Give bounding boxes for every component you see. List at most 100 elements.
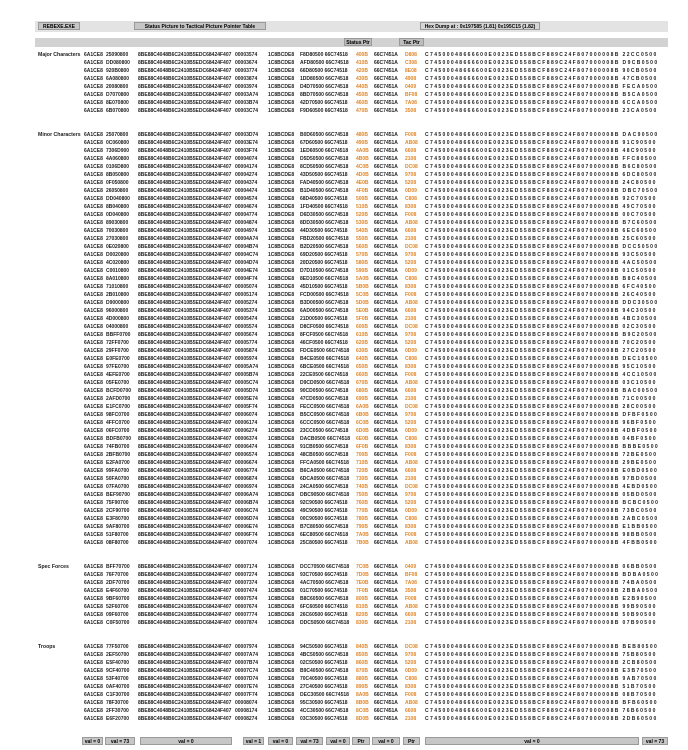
opcode: 1C8BCDE8	[268, 684, 295, 690]
base: 6A1CE8	[84, 164, 103, 170]
mov: 66C7451A	[374, 300, 398, 306]
address: 00003A74	[235, 92, 259, 98]
opcode: 1C8BCDE8	[268, 716, 295, 722]
hex-tail: C74500048666600E0023ED558BCF889C24F80700…	[425, 572, 660, 578]
address: 00006674	[235, 460, 258, 466]
status-ptr: 560B	[356, 244, 368, 250]
opcode: 1C8BCDE8	[268, 660, 295, 666]
hex-tail: C74500048666600E0023ED558BCF889C24F80700…	[425, 324, 657, 330]
tac-ptr: F008	[405, 692, 417, 698]
tac-ptr: 8308	[405, 684, 417, 690]
base: 6A1CE8	[84, 420, 103, 426]
hex-tail: C74500048666600E0023ED558BCF889C24F80700…	[425, 364, 657, 370]
base: 6A1CE8	[84, 564, 103, 570]
status-ptr: 460B	[356, 100, 368, 106]
code: 8BE88C4048B6C2410B5EDC68424F407	[138, 380, 232, 386]
base: 6A1CE8	[84, 132, 103, 138]
code: 8BE88C4048B6C2410B5EDC68424F407	[138, 564, 232, 570]
offset: 8B050800	[106, 172, 130, 178]
tac-ptr: 8308	[405, 204, 417, 210]
opcode: 1C8BCDE8	[268, 500, 295, 506]
tac-ptr: BF08	[405, 92, 418, 98]
base: 6A1CE8	[84, 684, 103, 690]
status-ptr: 710B	[356, 460, 368, 466]
hex-tail: C74500048666600E0023ED558BCF889C24F80700…	[425, 652, 657, 658]
instruction: 92C90500 66C74518	[300, 500, 348, 506]
code: 8BE88C4048B6C2410B5EDC68424F407	[138, 276, 232, 282]
status-ptr: 7D0B	[356, 572, 369, 578]
status-ptr: 5C0B	[356, 292, 369, 298]
status-ptr: 4F0B	[356, 188, 369, 194]
opcode: 1C8BCDE8	[268, 212, 295, 218]
opcode: 1C8BCDE8	[268, 404, 295, 410]
code: 8BE88C4048B6C2410B5EDC68424F407	[138, 388, 232, 394]
code: 8BE88C4048B6C2410B5EDC68424F407	[138, 164, 232, 170]
mov: 66C7451A	[374, 460, 398, 466]
base: 6A1CE8	[84, 452, 103, 458]
footer-cell: val = 1	[243, 737, 264, 745]
status-ptr: 880B	[356, 676, 368, 682]
mov: 66C7451A	[374, 220, 398, 226]
mov: 66C7451A	[374, 212, 398, 218]
instruction: 42D70500 66C74518	[300, 100, 348, 106]
hex-tail: C74500048666600E0023ED558BCF889C24F80700…	[425, 164, 658, 170]
file-name: REBEXE.EXE	[38, 22, 80, 30]
tac-ptr: F008	[405, 372, 417, 378]
address: 00004F74	[235, 276, 258, 282]
opcode: 1C8BCDE8	[268, 452, 295, 458]
footer-cell: val = 73	[296, 737, 323, 745]
opcode: 1C8BCDE8	[268, 260, 295, 266]
mov: 66C7451A	[374, 252, 398, 258]
code: 8BE88C4048B6C2410B5EDC68424F407	[138, 268, 232, 274]
opcode: 1C8BCDE8	[268, 300, 295, 306]
code: 8BE88C4048B6C2410B5EDC68424F407	[138, 364, 232, 370]
offset: DD080800	[106, 60, 130, 66]
mov: 66C7451A	[374, 100, 398, 106]
tac-ptr: 3508	[405, 108, 417, 114]
opcode: 1C8BCDE8	[268, 132, 295, 138]
offset: 4EFE0700	[106, 372, 130, 378]
instruction: 00C90500 66C74518	[300, 516, 348, 522]
mov: 66C7451A	[374, 388, 398, 394]
tac-ptr: C808	[405, 356, 417, 362]
opcode: 1C8BCDE8	[268, 460, 295, 466]
address: 00005C74	[235, 380, 259, 386]
hex-tail: C74500048666600E0023ED558BCF889C24F80700…	[425, 508, 658, 514]
opcode: 1C8BCDE8	[268, 436, 295, 442]
base: 6A1CE8	[84, 252, 103, 258]
offset: 71010800	[106, 284, 129, 290]
tac-ptr: 6608	[405, 388, 417, 394]
instruction: DDC50500 66C74518	[300, 620, 350, 626]
code: 8BE88C4048B6C2410B5EDC68424F407	[138, 284, 232, 290]
offset: 4FFC0700	[106, 420, 130, 426]
instruction: B8C60500 66C74518	[300, 596, 349, 602]
tac-ptr: C808	[405, 516, 417, 522]
hex-tail: C74500048666600E0023ED558BCF889C24F80700…	[425, 412, 659, 418]
opcode: 1C8BCDE8	[268, 148, 295, 154]
mov: 66C7451A	[374, 540, 398, 546]
hex-tail: C74500048666600E0023ED558BCF889C24F80700…	[425, 268, 657, 274]
status-ptr: 780B	[356, 516, 368, 522]
base: 6A1CE8	[84, 260, 103, 266]
mov: 66C7451A	[374, 500, 398, 506]
mov: 66C7451A	[374, 348, 398, 354]
hex-tail: C74500048666600E0023ED558BCF889C24F80700…	[425, 252, 657, 258]
base: 6A1CE8	[84, 572, 103, 578]
instruction: B2D20500 66C74518	[300, 244, 349, 250]
status-ptr: 490B	[356, 140, 368, 146]
hex-tail: C74500048666600E0023ED558BCF889C24F80700…	[425, 372, 658, 378]
code: 8BE88C4048B6C2410B5EDC68424F407	[138, 244, 232, 250]
address: 00005474	[235, 316, 258, 322]
offset: D0020800	[106, 252, 130, 258]
footer-cell: val = 0	[372, 737, 400, 745]
address: 00004E74	[235, 268, 258, 274]
offset: BFF70700	[106, 564, 130, 570]
mov: 66C7451A	[374, 492, 398, 498]
opcode: 1C8BCDE8	[268, 268, 295, 274]
hex-tail: C74500048666600E0023ED558BCF889C24F80700…	[425, 52, 658, 58]
hex-tail: C74500048666600E0023ED558BCF889C24F80700…	[425, 492, 658, 498]
section-label: Troops	[38, 644, 56, 650]
base: 6A1CE8	[84, 292, 103, 298]
footer-cell: val = 73	[105, 737, 135, 745]
mov: 66C7451A	[374, 332, 398, 338]
